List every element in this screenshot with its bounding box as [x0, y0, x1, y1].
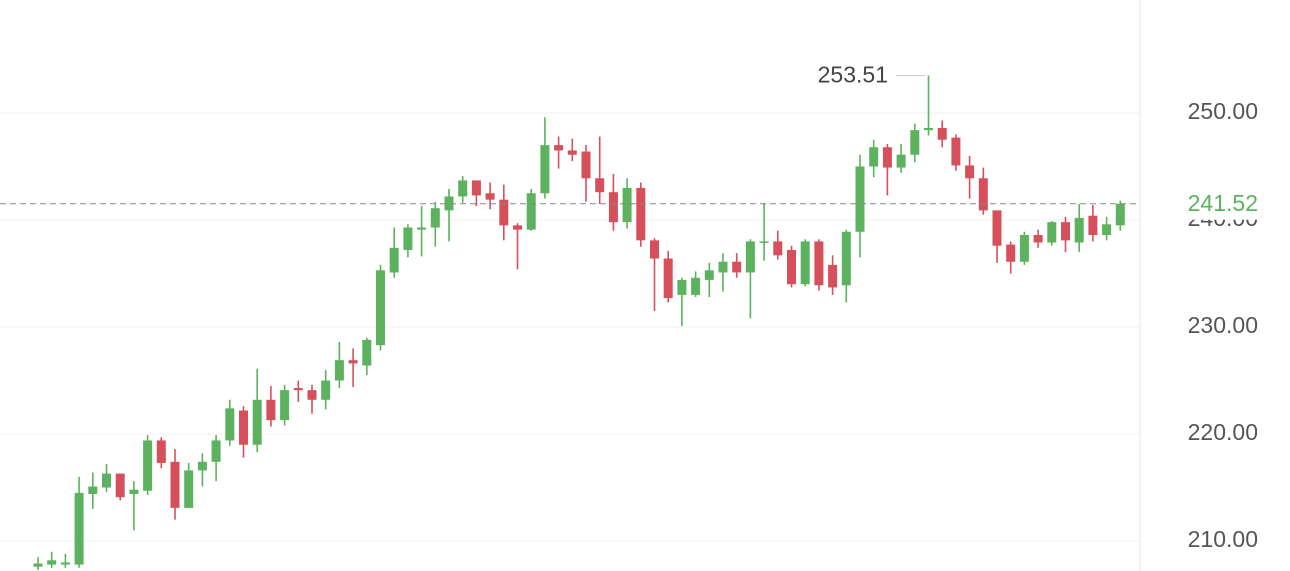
candle-body — [321, 380, 331, 400]
candle-body — [362, 339, 372, 366]
candle-body — [88, 486, 98, 494]
candle-body — [554, 145, 564, 151]
candle-body — [1033, 234, 1043, 243]
candle-body — [115, 473, 125, 498]
candle-body — [211, 440, 221, 462]
candle-body — [1074, 217, 1084, 243]
candle-body — [225, 408, 235, 441]
candle-body — [33, 563, 43, 567]
candle-body — [170, 461, 180, 508]
candle-body — [1115, 203, 1125, 226]
candle-body — [937, 127, 947, 140]
candle-body — [869, 147, 879, 167]
candle-body — [828, 264, 838, 288]
candle-body — [759, 241, 769, 243]
candle-body — [855, 166, 865, 232]
candle-body — [266, 399, 276, 421]
candle-body — [1102, 224, 1112, 235]
candle-body — [718, 261, 728, 273]
candle-body — [595, 178, 605, 193]
candle-body — [102, 473, 111, 488]
candle-body — [403, 227, 413, 250]
candle-body — [60, 562, 70, 565]
candle-body — [143, 440, 153, 491]
candle-body — [280, 390, 290, 421]
candle-body — [581, 151, 591, 179]
candle-body — [293, 388, 303, 391]
candle-body — [732, 261, 742, 273]
candle-body — [389, 247, 399, 273]
candle-body — [376, 270, 385, 346]
candle-body — [787, 249, 796, 285]
candle-body — [965, 165, 975, 179]
candle-body — [978, 178, 988, 211]
candle-body — [471, 180, 481, 196]
candle-body — [348, 360, 358, 364]
candle-body — [307, 390, 317, 400]
candle-body — [636, 187, 646, 241]
candle-body — [841, 231, 851, 286]
candle-body — [1006, 244, 1016, 262]
candle-body — [184, 470, 194, 508]
candle-body — [924, 127, 933, 131]
candle-body — [458, 180, 468, 197]
y-tick-label: 250.00 — [1188, 98, 1258, 124]
candle-body — [663, 258, 673, 299]
candle-body — [773, 241, 783, 256]
candle-body — [951, 137, 961, 166]
candle-body — [430, 208, 440, 228]
candle-body — [800, 241, 810, 285]
candle-body — [677, 279, 687, 295]
candle-body — [74, 492, 84, 565]
candle-body — [567, 150, 577, 155]
candle-body — [334, 360, 344, 381]
candle-body — [814, 241, 824, 286]
candle-body — [650, 240, 659, 259]
candle-body — [622, 187, 632, 223]
candle-body — [910, 130, 920, 155]
candle-body — [252, 399, 262, 445]
candle-body — [513, 225, 522, 230]
y-tick-label: 210.00 — [1188, 526, 1258, 552]
candle-body — [540, 145, 550, 194]
max-label: 253.51 — [818, 62, 888, 88]
candle-body — [499, 199, 509, 226]
candle-body — [485, 193, 495, 200]
price-label: 241.52 — [1188, 190, 1258, 216]
y-tick-label: 220.00 — [1188, 419, 1258, 445]
candle-body — [1047, 222, 1057, 243]
candle-body — [197, 461, 207, 471]
candle-body — [417, 227, 427, 230]
candle-body — [239, 410, 248, 445]
candle-body — [691, 277, 701, 295]
candle-body — [1088, 215, 1098, 235]
candle-body — [745, 241, 755, 273]
candle-body — [882, 147, 892, 168]
candle-body — [444, 196, 454, 211]
candle-body — [1061, 222, 1070, 241]
candle-body — [1019, 234, 1029, 262]
candle-body — [129, 489, 139, 494]
candle-body — [608, 192, 618, 223]
y-tick-label: 230.00 — [1188, 312, 1258, 338]
price-tag-bg — [1150, 187, 1270, 220]
candle-body — [47, 560, 57, 565]
candle-body — [896, 154, 906, 168]
candle-body — [526, 193, 536, 230]
candle-body — [704, 270, 714, 280]
candle-body — [156, 440, 166, 463]
candle-body — [992, 210, 1002, 246]
